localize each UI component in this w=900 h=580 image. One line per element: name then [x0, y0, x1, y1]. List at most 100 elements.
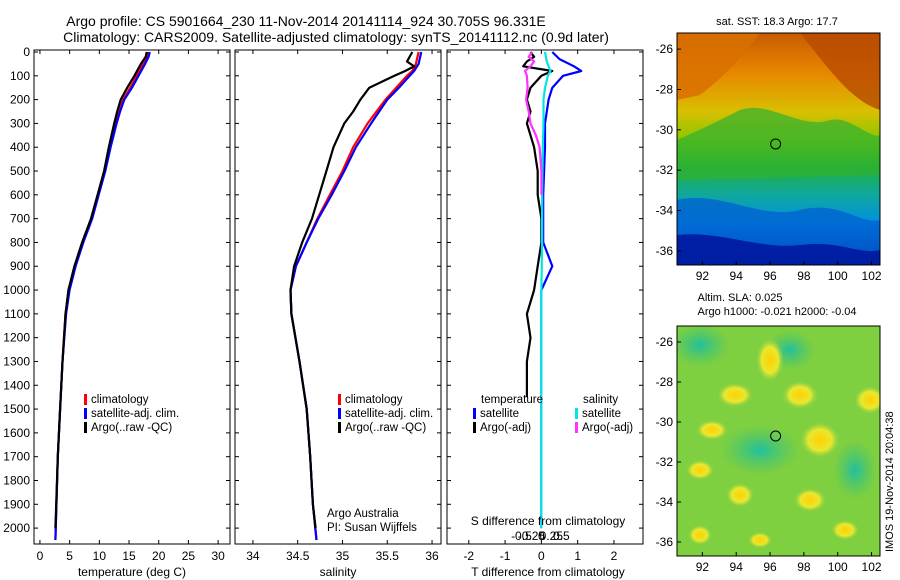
temperature-x-ticks: 0 5 10 15 20 25 30	[34, 50, 230, 563]
t-difference-x-ticks: -2 -1 0 1 2	[447, 50, 643, 563]
salinity-profile-lines	[289, 51, 423, 541]
salinity-xlabel: salinity	[320, 565, 357, 579]
depth-tick-label: 0	[23, 45, 30, 59]
x-tick-label: 1	[574, 549, 581, 563]
pi-note: PI: Susan Wijffels	[327, 522, 417, 534]
lat-tick-label: -28	[656, 375, 674, 389]
legend-label: Argo(-adj)	[582, 422, 633, 434]
depth-tick-label: 100	[10, 69, 30, 83]
series-line-satellite-adj-clim-	[54, 51, 151, 541]
temperature-plot-frame	[33, 49, 231, 545]
x-tick-label: 34	[246, 549, 260, 563]
legend-swatch	[473, 408, 476, 419]
depth-tick-label: 900	[10, 259, 30, 273]
s-tick-label: 0.25	[540, 529, 564, 543]
sla-lon-ticks: 92 94 96 98 100 102	[696, 552, 882, 574]
difference-legend: temperature salinity satellite Argo(-adj) sa…	[473, 394, 633, 434]
lon-tick-label: 100	[828, 269, 848, 283]
legend-label: satellite-adj. clim.	[345, 408, 433, 420]
legend-swatch	[84, 394, 87, 405]
lat-tick-label: -32	[656, 163, 674, 177]
sst-lon-ticks: 92 94 96 98 100 102	[696, 261, 882, 283]
temperature-profile-lines	[54, 51, 151, 541]
t-difference-xlabel: T difference from climatology	[471, 565, 625, 579]
sst-map-title: sat. SST: 18.3 Argo: 17.7	[716, 16, 838, 28]
sla-map-frame	[676, 325, 881, 557]
lat-tick-label: -34	[656, 204, 674, 218]
depth-tick-label: 700	[10, 212, 30, 226]
x-tick-label: 20	[152, 549, 166, 563]
lat-tick-label: -26	[656, 42, 674, 56]
temperature-panel: 0100200300400500600700800900100011001200…	[3, 45, 231, 579]
series-line-argo-raw-qc-	[289, 51, 416, 529]
legend-swatch	[338, 422, 341, 433]
x-tick-label: 2	[611, 549, 618, 563]
lon-tick-label: 98	[797, 560, 811, 574]
lon-tick-label: 100	[828, 560, 848, 574]
sst-lat-ticks: -26 -28 -30 -32 -34 -36	[656, 42, 681, 258]
imos-timestamp: IMOS 19-Nov-2014 20:04:38	[884, 411, 896, 552]
depth-tick-label: 600	[10, 188, 30, 202]
legend-swatch	[84, 422, 87, 433]
lat-tick-label: -30	[656, 123, 674, 137]
sla-lat-ticks: -26 -28 -30 -32 -34 -36	[656, 335, 681, 549]
legend-label: satellite	[480, 408, 519, 420]
sla-map-image	[677, 326, 880, 556]
sla-argo-marker	[770, 430, 782, 442]
depth-tick-label: 1500	[3, 402, 30, 416]
legend-label: Argo(..raw -QC)	[345, 422, 426, 434]
lat-tick-label: -36	[656, 244, 674, 258]
legend-label: satellite-adj. clim.	[91, 408, 179, 420]
sst-map-image	[677, 33, 880, 265]
legend-swatch	[338, 394, 341, 405]
legend-label: satellite	[582, 408, 621, 420]
argo-australia-note: Argo Australia	[327, 508, 399, 520]
lon-tick-label: 102	[862, 560, 882, 574]
lon-tick-label: 98	[797, 269, 811, 283]
depth-tick-label: 1300	[3, 354, 30, 368]
depth-tick-label: 1700	[3, 450, 30, 464]
x-tick-label: 35.5	[376, 549, 400, 563]
salinity-legend: climatology satellite-adj. clim. Argo(..ra…	[338, 394, 433, 434]
s-tick-label: 0.5	[553, 529, 570, 543]
series-line-s-satellite	[540, 51, 552, 529]
lat-tick-label: -30	[656, 415, 674, 429]
header-line-1: Argo profile: CS 5901664_230 11-Nov-2014…	[66, 13, 546, 29]
lon-tick-label: 92	[696, 269, 710, 283]
x-tick-label: 35	[336, 549, 350, 563]
sla-map-panel: Altim. SLA: 0.025 Argo h1000: -0.021 h20…	[656, 292, 896, 574]
difference-profile-lines	[522, 51, 583, 529]
depth-tick-label: 1000	[3, 283, 30, 297]
salinity-x-ticks: 34 34.5 35 35.5 36	[235, 50, 441, 563]
lat-tick-label: -26	[656, 335, 674, 349]
legend-label: climatology	[345, 394, 403, 406]
x-tick-label: 36	[425, 549, 439, 563]
depth-tick-label: 500	[10, 164, 30, 178]
lat-tick-label: -28	[656, 82, 674, 96]
salinity-panel: 34 34.5 35 35.5 36 salinity climatology satel…	[234, 49, 442, 579]
lat-tick-label: -32	[656, 455, 674, 469]
legend-heading-temperature: temperature	[481, 394, 543, 406]
s-difference-label: S difference from climatology	[471, 514, 626, 528]
series-line-t-argo-adj-	[522, 51, 554, 398]
legend-swatch	[84, 408, 87, 419]
salinity-plot-frame	[234, 49, 442, 545]
x-tick-label: 0	[538, 549, 545, 563]
s-tick-label: 0	[538, 529, 545, 543]
legend-label: climatology	[91, 394, 149, 406]
x-tick-label: 15	[122, 549, 136, 563]
header-line-2: Climatology: CARS2009. Satellite-adjuste…	[63, 29, 609, 45]
depth-tick-label: 300	[10, 116, 30, 130]
lon-tick-label: 96	[763, 269, 777, 283]
lon-tick-label: 102	[862, 269, 882, 283]
x-tick-label: 0	[37, 549, 44, 563]
x-tick-label: 30	[211, 549, 225, 563]
sla-map-title-1: Altim. SLA: 0.025	[698, 292, 783, 304]
lon-tick-label: 94	[730, 560, 744, 574]
x-tick-label: -2	[463, 549, 474, 563]
depth-tick-label: 1400	[3, 378, 30, 392]
legend-swatch	[575, 422, 578, 433]
